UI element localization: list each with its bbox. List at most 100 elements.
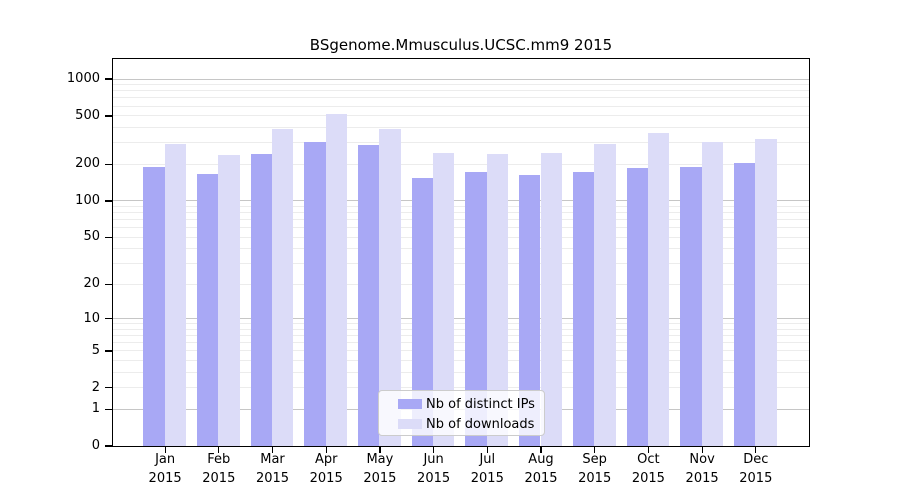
bar-downloads-sep: [594, 144, 616, 446]
legend-entry-downloads: Nb of downloads: [379, 414, 544, 434]
bar-downloads-oct: [647, 132, 670, 446]
x-tick-mark: [379, 446, 381, 453]
bar-ips-jul: [465, 171, 487, 446]
month-label: Jan: [155, 452, 176, 467]
legend-entry-distinct-ips: Nb of distinct IPs: [379, 394, 544, 414]
legend-swatch-distinct-ips: [398, 398, 422, 410]
bar-ips-sep: [572, 171, 595, 446]
y-tick-label: 10: [83, 310, 100, 326]
month-label: May: [366, 452, 394, 467]
year-label: 2015: [631, 471, 665, 486]
minor-gridline: [113, 387, 809, 389]
x-tick-label-jul: Jul 2015: [452, 450, 522, 488]
x-tick-mark: [325, 446, 327, 453]
minor-gridline: [113, 360, 809, 362]
bar-downloads-may: [379, 128, 401, 446]
x-tick-label-nov: Nov 2015: [667, 450, 737, 488]
y-tick-mark: [105, 78, 112, 80]
x-tick-mark: [755, 446, 757, 453]
bar-ips-mar: [250, 153, 272, 446]
x-tick-label-oct: Oct 2015: [613, 450, 683, 488]
year-label: 2015: [578, 471, 612, 486]
month-label: Nov: [689, 452, 715, 467]
x-tick-mark: [164, 446, 166, 453]
x-tick-label-dec: Dec 2015: [721, 450, 791, 488]
minor-gridline: [113, 227, 809, 229]
y-tick-mark: [105, 236, 112, 238]
y-tick-label: 20: [83, 276, 100, 292]
minor-gridline: [113, 205, 809, 207]
minor-gridline: [113, 248, 809, 250]
x-tick-mark: [486, 446, 488, 453]
major-gridline: [113, 200, 809, 202]
year-label: 2015: [739, 471, 773, 486]
year-label: 2015: [148, 471, 182, 486]
month-label: Oct: [637, 452, 660, 467]
minor-gridline: [113, 350, 809, 352]
year-label: 2015: [363, 471, 397, 486]
bar-downloads-aug: [540, 152, 562, 446]
major-gridline: [113, 318, 809, 320]
month-label: Dec: [743, 452, 769, 467]
legend: Nb of distinct IPs Nb of downloads: [378, 390, 545, 436]
year-label: 2015: [202, 471, 236, 486]
y-tick-label: 100: [75, 192, 100, 208]
y-tick-mark: [105, 115, 112, 117]
bar-downloads-nov: [701, 142, 723, 446]
x-tick-label-mar: Mar 2015: [238, 450, 308, 488]
bar-downloads-dec: [755, 139, 777, 446]
minor-gridline: [113, 371, 809, 373]
bar-ips-aug: [519, 175, 541, 446]
minor-gridline: [113, 335, 809, 337]
minor-gridline: [113, 163, 809, 165]
year-label: 2015: [255, 471, 290, 486]
x-tick-mark: [218, 446, 220, 453]
x-tick-label-jan: Jan 2015: [130, 450, 200, 488]
bar-ips-apr: [304, 142, 326, 446]
x-tick-label-feb: Feb 2015: [184, 450, 254, 488]
year-label: 2015: [417, 471, 451, 486]
year-label: 2015: [309, 471, 343, 486]
minor-gridline: [113, 115, 809, 117]
y-tick-mark: [105, 163, 112, 166]
month-label: Mar: [260, 452, 285, 467]
minor-gridline: [113, 142, 809, 144]
bar-downloads-jan: [164, 144, 186, 446]
plot-area: [112, 58, 810, 447]
y-tick-label: 1: [91, 401, 100, 417]
bar-ips-oct: [626, 167, 648, 446]
y-tick-label: 50: [83, 229, 100, 245]
bar-downloads-jul: [486, 154, 509, 446]
bar-ips-feb: [196, 174, 219, 446]
month-label: Apr: [314, 452, 338, 467]
year-label: 2015: [524, 471, 558, 486]
minor-gridline: [113, 342, 809, 344]
month-label: Sep: [582, 452, 607, 467]
x-tick-mark: [540, 446, 542, 453]
month-label: Jun: [423, 452, 444, 467]
x-tick-mark: [433, 446, 435, 453]
year-label: 2015: [470, 471, 504, 486]
x-tick-label-may: May 2015: [345, 450, 415, 488]
bar-downloads-mar: [272, 128, 294, 446]
legend-swatch-downloads: [398, 418, 422, 430]
minor-gridline: [113, 127, 809, 129]
minor-gridline: [113, 236, 809, 238]
y-tick-mark: [105, 387, 112, 389]
bar-ips-nov: [680, 167, 702, 446]
month-label: Aug: [528, 452, 554, 467]
bar-ips-dec: [733, 163, 756, 446]
x-tick-label-aug: Aug 2015: [506, 450, 576, 488]
y-tick-mark: [105, 283, 112, 285]
x-tick-mark: [701, 446, 703, 453]
minor-gridline: [113, 97, 809, 99]
bar-downloads-feb: [218, 155, 240, 446]
x-tick-label-apr: Apr 2015: [291, 450, 361, 488]
minor-gridline: [113, 263, 809, 265]
x-tick-mark: [594, 446, 596, 453]
legend-label-downloads: Nb of downloads: [426, 416, 535, 432]
month-label: Jul: [479, 452, 496, 467]
minor-gridline: [113, 84, 809, 86]
month-label: Feb: [207, 452, 231, 467]
